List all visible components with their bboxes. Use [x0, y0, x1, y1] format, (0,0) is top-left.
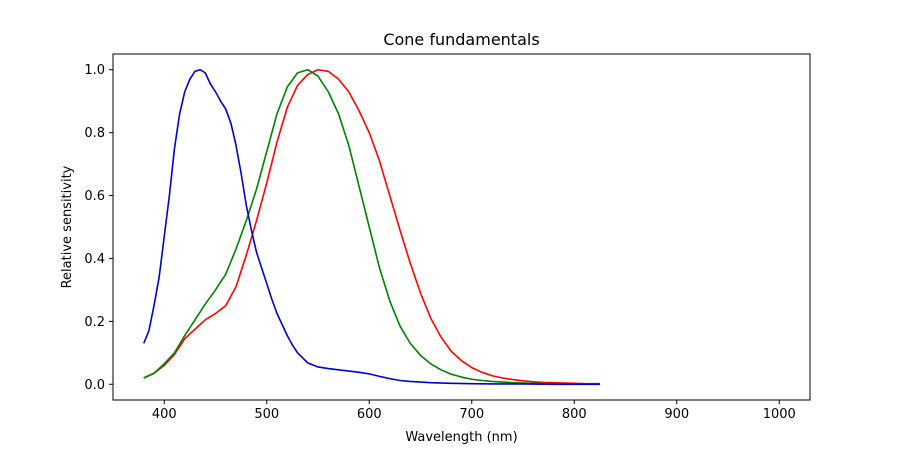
x-tick-label: 700 — [459, 407, 484, 422]
x-axis-label: Wavelength (nm) — [405, 430, 517, 445]
y-tick-label: 0.2 — [84, 315, 105, 330]
x-tick-label: 600 — [357, 407, 382, 422]
y-axis-ticks: 0.0 0.2 0.4 0.6 0.8 1.0 — [84, 63, 113, 393]
y-tick-label: 1.0 — [84, 63, 105, 78]
x-axis-ticks: 400 500 600 700 800 900 1000 — [152, 400, 796, 422]
y-axis-label: Relative sensitivity — [60, 165, 75, 288]
y-tick-label: 0.6 — [84, 189, 105, 204]
y-tick-label: 0.8 — [84, 126, 105, 141]
y-tick-label: 0.4 — [84, 252, 105, 267]
x-tick-label: 1000 — [763, 407, 796, 422]
blue-series-line — [143, 68, 600, 386]
y-tick-label: 0.0 — [84, 378, 105, 393]
x-tick-label: 400 — [152, 407, 177, 422]
plot-area-frame — [112, 53, 811, 401]
green-series-line — [143, 68, 600, 385]
x-tick-label: 500 — [254, 407, 279, 422]
series-layer — [143, 68, 600, 386]
red-series-line — [143, 68, 600, 385]
x-tick-label: 900 — [664, 407, 689, 422]
x-tick-label: 800 — [562, 407, 587, 422]
chart-title: Cone fundamentals — [383, 30, 539, 49]
